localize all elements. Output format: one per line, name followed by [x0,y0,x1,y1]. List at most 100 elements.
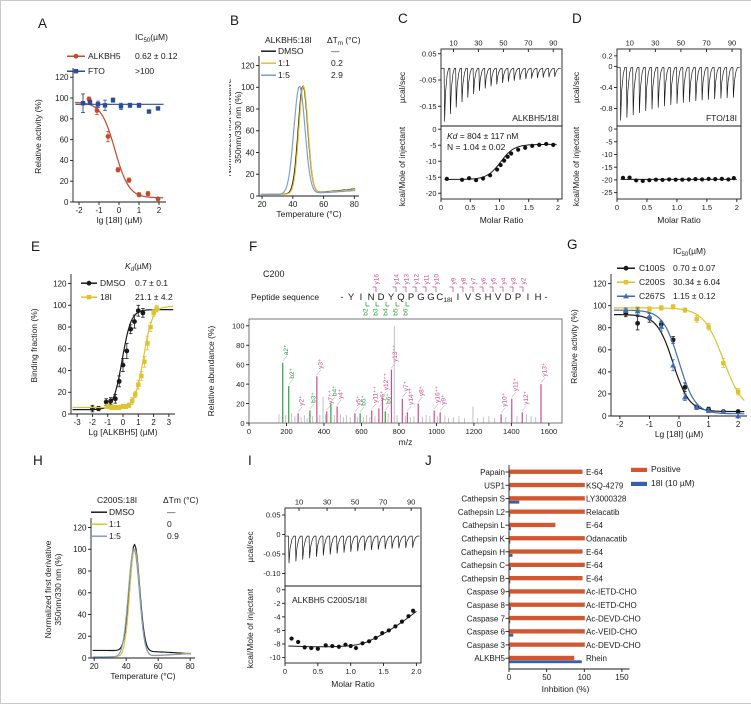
panel-c: 10 30 50 70 90 0.05 -0.05 -0.15 ALKBH5/18I 0 -5 -10… [397,9,573,237]
svg-text:1:5: 1:5 [278,70,290,80]
svg-text:Inhbition (%): Inhbition (%) [542,684,590,694]
svg-text:Caspase 6: Caspase 6 [467,628,506,637]
svg-text:1200: 1200 [466,427,483,436]
svg-text:0.5: 0.5 [465,203,475,212]
svg-text:Ac-VEID-CHO: Ac-VEID-CHO [586,628,637,637]
panel-letter-g: G [567,237,578,252]
panel-letter-a: A [38,16,48,31]
svg-text:-: - [544,292,547,303]
svg-text:Lg [18I] (µM): Lg [18I] (µM) [655,429,704,439]
svg-text:1:5: 1:5 [109,531,121,541]
svg-text:0: 0 [117,206,122,215]
svg-text:1.0: 1.0 [672,203,682,212]
svg-text:kcal/Mole of injectant: kcal/Mole of injectant [571,126,581,206]
svg-text:Y: Y [348,292,355,303]
svg-text:2: 2 [151,418,156,427]
svg-text:G: G [417,292,424,303]
svg-text:0: 0 [283,667,287,676]
svg-text:60: 60 [246,127,255,136]
svg-text:0.5: 0.5 [313,667,323,676]
svg-text:0: 0 [62,410,67,419]
svg-text:Q: Q [397,292,404,303]
svg-text:10: 10 [295,498,303,507]
svg-text:Odanacatib: Odanacatib [586,535,627,544]
svg-text:Caspase 9: Caspase 9 [467,588,506,597]
svg-text:I: I [457,292,460,303]
svg-text:120: 120 [53,279,67,288]
svg-text:Molar Ratio: Molar Ratio [657,215,701,225]
svg-text:y8⁺: y8⁺ [419,386,426,396]
svg-text:80: 80 [350,200,359,209]
svg-text:y4: y4 [501,277,508,284]
svg-text:ALKBH5 C200S/18I: ALKBH5 C200S/18I [292,595,367,605]
svg-text:y13: y13 [404,274,411,285]
svg-text:0.70 ± 0.07: 0.70 ± 0.07 [673,263,716,273]
svg-text:-1: -1 [104,418,112,427]
svg-text:0: 0 [82,654,87,663]
svg-text:C267S: C267S [639,291,665,301]
panel-a: -2 -1 0 1 2 0 20 40 60 80 100 120 lg [18I] (µM) Relat… [31,9,236,237]
svg-text:y14⁺⁺: y14⁺⁺ [408,387,415,404]
svg-text:20: 20 [78,632,87,641]
svg-text:80: 80 [246,105,255,114]
svg-text:FTO/18I: FTO/18I [706,113,737,123]
svg-text:y5⁺: y5⁺ [355,395,362,405]
svg-text:1.5: 1.5 [702,203,712,212]
panel-letter-f: F [249,239,258,254]
svg-text:P: P [408,292,414,303]
svg-text:40: 40 [58,366,67,375]
svg-text:40: 40 [246,148,255,157]
svg-text:I: I [360,292,363,303]
svg-text:80: 80 [598,324,607,333]
svg-text:50: 50 [542,673,551,682]
svg-text:P: P [515,292,521,303]
svg-text:1: 1 [137,206,142,215]
svg-text:Ac-DEVD-CHO: Ac-DEVD-CHO [586,614,641,623]
svg-text:N = 1.04 ± 0.02: N = 1.04 ± 0.02 [447,142,506,152]
svg-text:20: 20 [60,177,69,186]
svg-text:y6: y6 [481,277,488,284]
svg-text:60: 60 [236,360,244,369]
svg-text:1400: 1400 [503,427,520,436]
svg-text:kcal/Mole of injectant: kcal/Mole of injectant [245,588,255,668]
svg-text:C200: C200 [263,269,285,279]
svg-text:lg [18I] (µM): lg [18I] (µM) [97,215,143,225]
svg-text:DMSO: DMSO [278,46,304,56]
svg-text:kcal/Mole of injectant: kcal/Mole of injectant [397,126,407,206]
svg-text:H: H [535,292,542,303]
svg-text:b6: b6 [403,308,410,316]
svg-text:Cathepsin C: Cathepsin C [461,561,505,570]
svg-text:FTO: FTO [88,66,105,76]
svg-text:Ac-IETD-CHO: Ac-IETD-CHO [586,601,637,610]
svg-text:20: 20 [258,200,267,209]
panel-d-chart: 10 30 50 70 90 0.2 0 -0.4 -0.8 FTO/18I 0 -5 -10 -15 -2… [571,39,742,225]
panel-g: -2 -1 0 1 2 0 20 40 60 80 100 120 Lg [18I] (µM) Relat… [565,237,751,451]
svg-text:0.62 ± 0.12: 0.62 ± 0.12 [135,51,178,61]
svg-text:y11⁺⁺: y11⁺⁺ [372,386,379,403]
svg-text:E-64: E-64 [586,548,603,557]
svg-text:y8: y8 [461,277,468,284]
svg-text:60: 60 [78,589,87,598]
svg-text:40: 40 [598,368,607,377]
svg-text:C100S: C100S [639,263,665,273]
svg-text:-10: -10 [426,157,437,166]
svg-text:-20: -20 [602,176,613,185]
svg-text:Normalized first derivative: Normalized first derivative [43,540,53,638]
svg-text:50: 50 [677,39,685,48]
svg-text:ALKBH5:18I: ALKBH5:18I [265,35,312,45]
svg-text:2.9: 2.9 [331,70,343,80]
svg-text:1:1: 1:1 [278,58,290,68]
svg-text:100: 100 [55,94,69,103]
svg-text:Y: Y [388,292,395,303]
svg-text:0: 0 [615,203,619,212]
svg-text:y10: y10 [434,274,441,285]
svg-text:Binding fraction (%): Binding fraction (%) [29,308,39,382]
svg-text:µcal/sec: µcal/sec [397,71,407,103]
svg-text:y11: y11 [424,274,431,284]
svg-text:0: 0 [608,62,612,71]
svg-text:-20: -20 [426,189,437,198]
svg-text:60: 60 [154,662,163,671]
svg-text:1600: 1600 [541,427,558,436]
svg-text:60: 60 [319,200,328,209]
